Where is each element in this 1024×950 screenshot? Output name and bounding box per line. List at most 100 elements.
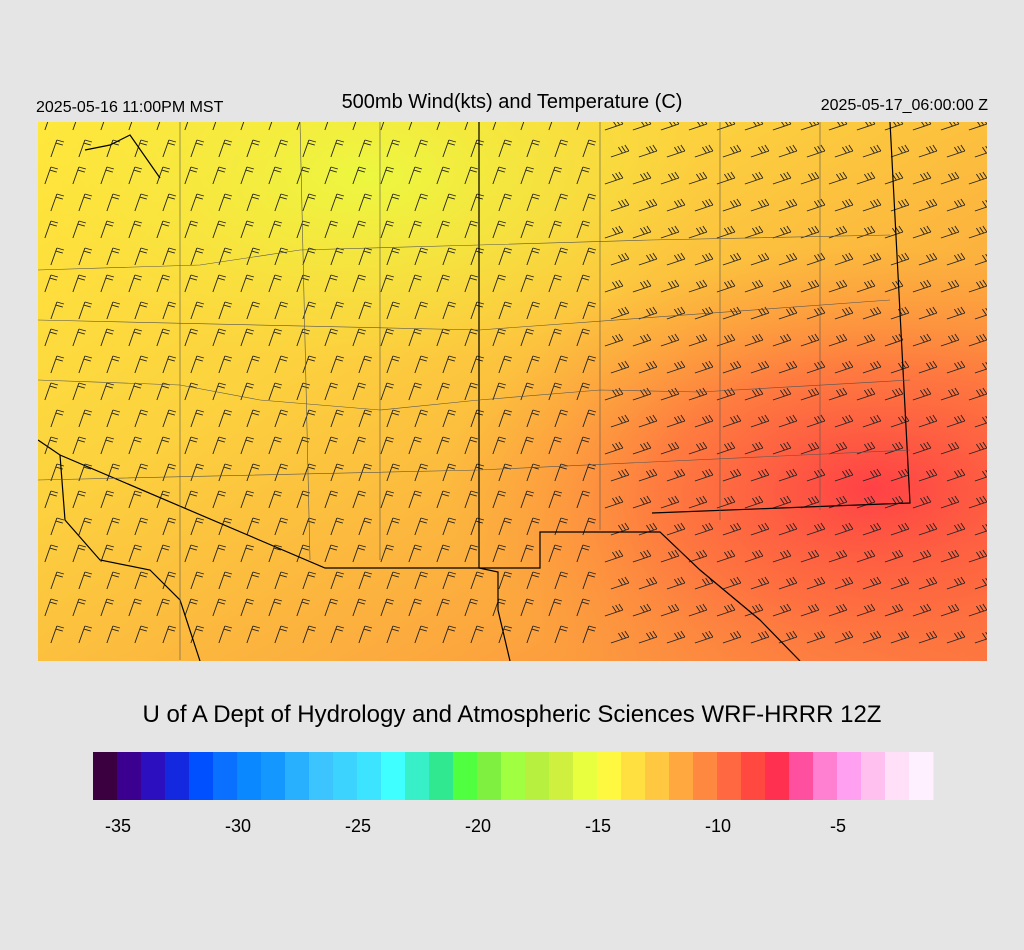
wind-barb: [352, 598, 367, 617]
map: [38, 122, 987, 661]
wind-barb: [156, 544, 171, 563]
wind-barb: [744, 171, 764, 185]
wind-barb: [408, 490, 423, 509]
wind-barb: [940, 171, 960, 185]
wind-barb: [548, 436, 563, 455]
wind-barb: [218, 139, 233, 158]
wind-barb: [912, 225, 932, 239]
wind-barb: [414, 625, 429, 644]
wind-barb: [268, 544, 283, 563]
wind-barb: [296, 382, 311, 401]
wind-barb: [716, 549, 736, 563]
wind-barb: [554, 301, 569, 320]
wind-barb: [666, 360, 686, 374]
wind-barb: [912, 603, 932, 617]
wind-barb: [246, 625, 261, 644]
wind-barb: [44, 598, 59, 617]
wind-barb: [156, 220, 171, 239]
wind-barb: [268, 274, 283, 293]
wind-barb: [302, 301, 317, 320]
wind-barb: [498, 625, 513, 644]
wind-barb: [632, 279, 652, 293]
wind-barb: [218, 409, 233, 428]
wind-barb: [940, 603, 960, 617]
wind-barb: [806, 576, 826, 590]
colorbar-tick-label: -10: [705, 816, 731, 836]
wind-barb: [716, 171, 736, 185]
wind-barb: [884, 495, 904, 509]
wind-barb: [78, 247, 93, 266]
wind-barb: [862, 198, 882, 212]
wind-barb: [638, 252, 658, 266]
wind-barb: [856, 122, 876, 131]
valid-time-local: 2025-05-16 11:00PM MST: [36, 99, 224, 116]
wind-barb: [274, 139, 289, 158]
wind-barb: [324, 122, 329, 131]
colorbar-tick-label: -5: [830, 816, 846, 836]
wind-barb: [190, 409, 205, 428]
wind-barb: [414, 409, 429, 428]
wind-barb: [974, 307, 987, 320]
wind-barb: [190, 355, 205, 374]
wind-barb: [862, 414, 882, 428]
wind-barb: [716, 495, 736, 509]
wind-barb: [548, 598, 563, 617]
wind-barb: [498, 139, 513, 158]
colorbar-tick-label: -30: [225, 816, 251, 836]
wind-barb: [716, 279, 736, 293]
wind-barb: [128, 436, 143, 455]
wind-barb: [548, 490, 563, 509]
wind-barb: [694, 306, 714, 320]
wind-barb: [106, 409, 121, 428]
wind-barb: [72, 436, 87, 455]
wind-barb: [862, 144, 882, 158]
wind-barb: [240, 328, 255, 347]
wind-barb: [436, 122, 441, 131]
wind-barb: [834, 576, 854, 590]
wind-barb: [492, 166, 507, 185]
wind-barb: [302, 139, 317, 158]
wind-barb: [492, 490, 507, 509]
wind-barb: [296, 436, 311, 455]
wind-barb: [498, 517, 513, 536]
wind-barb: [884, 549, 904, 563]
wind-barb: [190, 139, 205, 158]
wind-barb: [156, 328, 171, 347]
wind-barb: [106, 517, 121, 536]
wind-barb: [974, 469, 987, 482]
wind-barb: [800, 495, 820, 509]
wind-barb: [660, 122, 680, 131]
wind-barb: [526, 625, 541, 644]
wind-barb: [688, 333, 708, 347]
wind-barb: [856, 225, 876, 239]
wind-barb: [442, 463, 457, 482]
wind-barb: [974, 199, 987, 212]
wind-barb: [800, 603, 820, 617]
wind-barb: [352, 220, 367, 239]
wind-barb: [946, 468, 966, 482]
wind-barb: [72, 598, 87, 617]
colorbar-swatch: [765, 752, 790, 800]
wind-barb: [162, 409, 177, 428]
wind-barb: [50, 625, 65, 644]
wind-barb: [296, 220, 311, 239]
wind-barb: [296, 166, 311, 185]
wind-barb: [778, 144, 798, 158]
wind-barb: [436, 274, 451, 293]
wind-barb: [352, 274, 367, 293]
wind-barb: [324, 328, 339, 347]
wind-barb: [324, 220, 339, 239]
wind-barb: [548, 220, 563, 239]
wind-barb: [128, 122, 133, 131]
wind-barb: [50, 193, 65, 212]
wind-barb: [918, 144, 938, 158]
wind-barb: [44, 544, 59, 563]
border: [38, 379, 911, 411]
wind-barb: [218, 193, 233, 212]
map-title: 500mb Wind(kts) and Temperature (C): [342, 91, 683, 113]
wind-barb: [722, 306, 742, 320]
wind-barb: [940, 122, 960, 131]
wind-barb: [772, 279, 792, 293]
wind-barb: [750, 306, 770, 320]
wind-barb: [408, 166, 423, 185]
